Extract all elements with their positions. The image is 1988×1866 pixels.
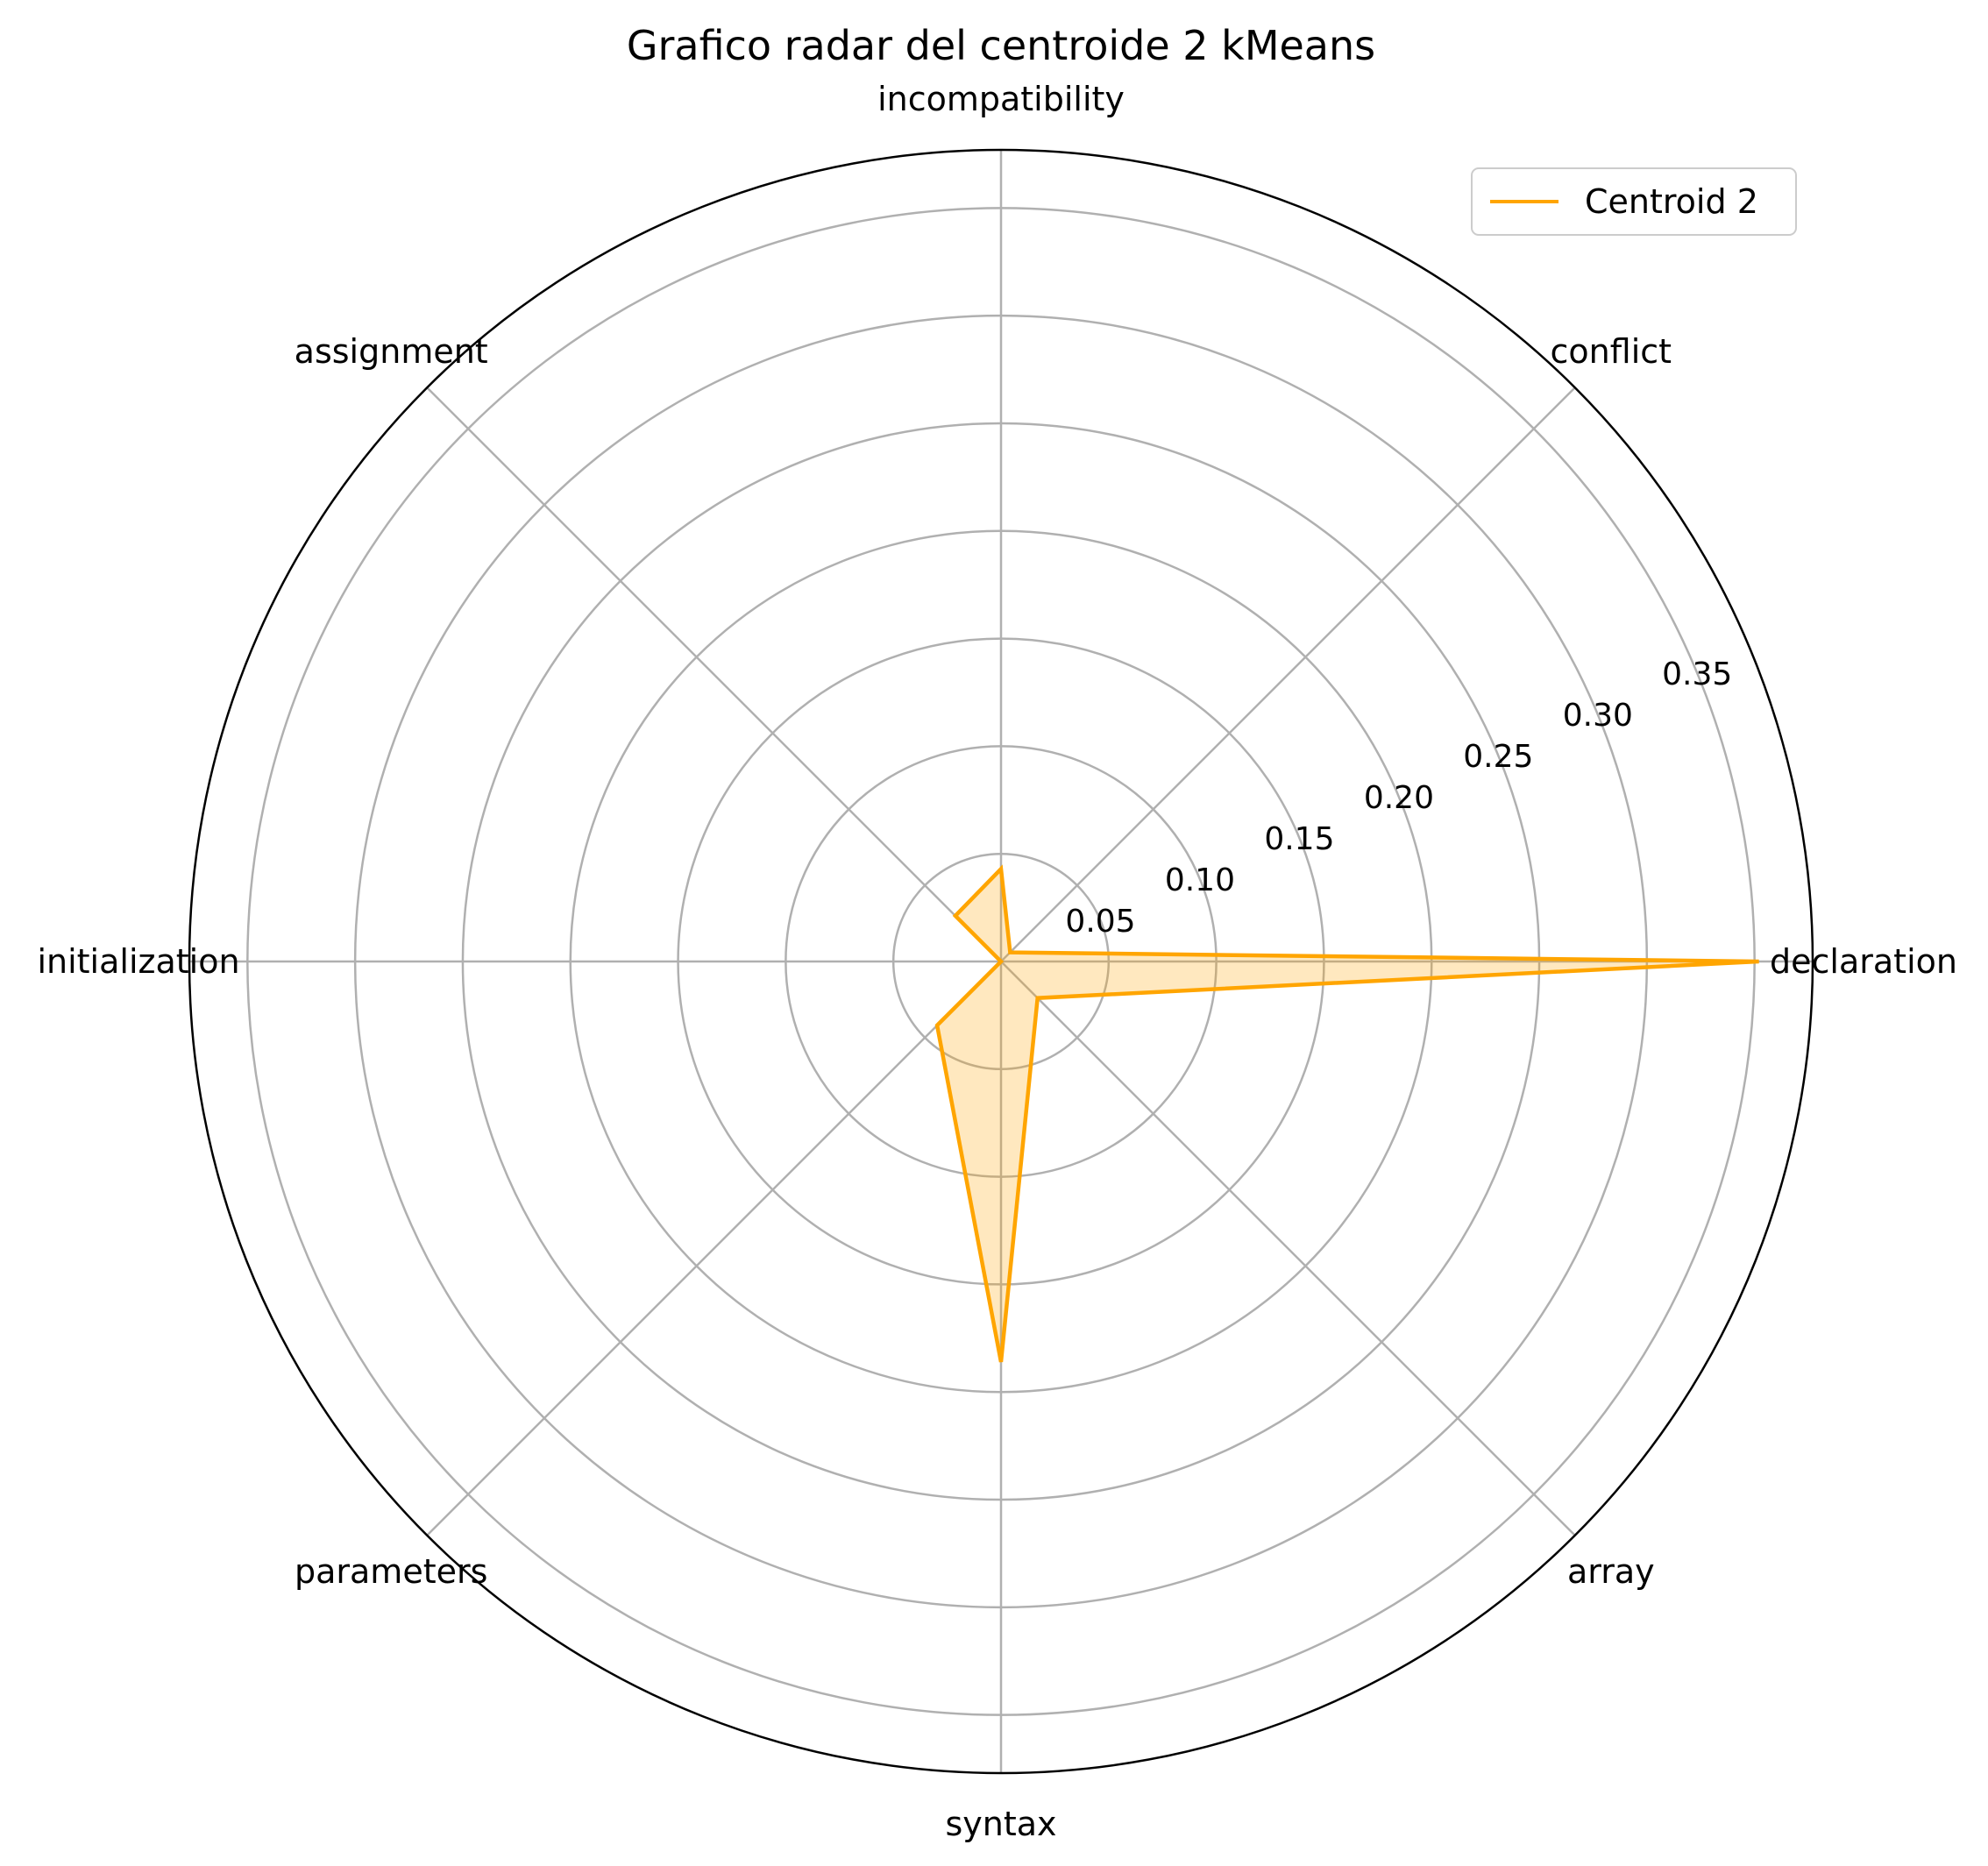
r-tick-label-5: 0.25 — [1463, 739, 1533, 775]
category-label-declaration: declaration — [1770, 942, 1957, 981]
r-tick-label-1: 0.05 — [1065, 904, 1135, 940]
spoke-conflict — [1000, 387, 1576, 962]
chart-title: Grafico radar del centroide 2 kMeans — [627, 22, 1375, 69]
legend-label-centroid-2: Centroid 2 — [1585, 182, 1758, 221]
category-label-assignment: assignment — [295, 332, 488, 371]
series-layer — [934, 864, 1759, 1363]
legend-frame — [1471, 167, 1797, 236]
r-tick-label-2: 0.10 — [1165, 862, 1235, 898]
polar-frame — [188, 148, 1814, 1775]
r-tick-label-3: 0.15 — [1264, 821, 1334, 857]
category-label-conflict: conflict — [1551, 332, 1672, 371]
legend: Centroid 2 — [1471, 167, 1797, 236]
spoke-assignment — [426, 387, 1002, 962]
category-label-array: array — [1567, 1552, 1655, 1591]
r-tick-label-4: 0.20 — [1364, 780, 1434, 816]
category-label-initialization: initialization — [37, 942, 239, 981]
r-tick-label-6: 0.30 — [1563, 698, 1633, 734]
r-tick-label-7: 0.35 — [1662, 656, 1732, 692]
spoke-array — [1000, 961, 1576, 1536]
category-label-parameters: parameters — [295, 1552, 487, 1591]
radial-tick-labels: 0.05 0.10 0.15 0.20 0.25 0.30 0.35 — [1065, 656, 1732, 940]
category-labels: declaration conflict incompatibility assign… — [37, 80, 1957, 1843]
series-line-centroid-2 — [934, 864, 1759, 1363]
series-area-centroid-2 — [937, 869, 1759, 1362]
category-label-syntax: syntax — [945, 1805, 1056, 1843]
spoke-parameters — [426, 961, 1002, 1536]
category-label-incompatibility: incompatibility — [877, 80, 1125, 118]
